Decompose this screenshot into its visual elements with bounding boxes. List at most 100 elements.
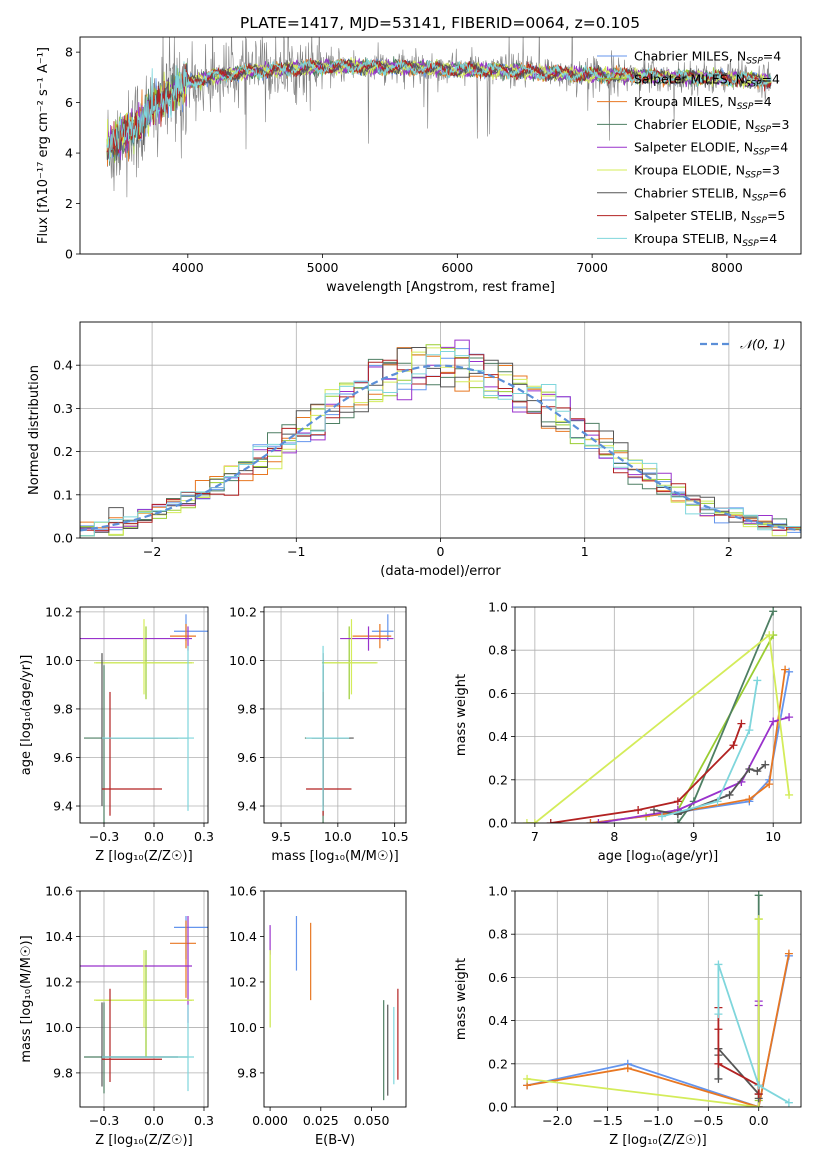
weight_vs_Z-plot-area [523,891,793,1107]
weight_vs_Z-point-marker [784,1098,793,1107]
age_vs_mass-plot-area [304,614,394,823]
age_vs_Z-frame [79,606,209,824]
age_vs_Z-plot-area [80,614,208,823]
weight_vs_age-series-line [526,633,790,823]
residuals-xtick-label: −2 [143,544,161,559]
age_vs_Z-ytick-label: 10.2 [45,604,73,619]
mass_vs_Z-xtick-label: 0.3 [194,1113,214,1128]
residuals-xtick-label: 2 [725,544,733,559]
spectrum-ytick-label: 8 [65,45,73,60]
weight_vs_age-series-line [550,723,743,823]
spectrum-ytick-label: 6 [65,95,73,110]
weight_vs_age-point-marker [753,676,762,685]
residuals-histogram [80,351,801,538]
mass_vs_Z-ytick-label: 10.4 [45,929,73,944]
weight_vs_Z-series-line [526,953,790,1107]
age_vs_Z-xtick-label: 0.0 [144,829,164,844]
weight_vs_age-xtick-label: 8 [610,829,618,844]
weight_vs_age-point-marker [781,665,790,674]
weight_vs_Z-point-marker [754,1103,763,1107]
figure-title: PLATE=1417, MJD=53141, FIBERID=0064, z=0… [240,14,640,32]
weight_vs_age-point-marker [729,741,738,750]
weight_vs_Z-panel: −2.0 −1.5 −1.0 −0.5 0.0 0.0 0.2 0.4 0.6 0.8 1.0 Z [… [454,884,802,1148]
weight_vs_age-ytick-label: 0.6 [488,686,508,701]
weight_vs_Z-point-marker [714,1025,723,1034]
weight_vs_Z-xtick-label: −0.5 [693,1113,723,1128]
mass_vs_Z-ytick-label: 10.2 [45,974,73,989]
weight_vs_Z-ytick-label: 0.0 [488,1100,508,1115]
mass_vs_Z-plot-area [80,916,208,1094]
weight_vs_age-point-marker [765,780,774,789]
weight_vs_Z-point-marker [784,949,793,958]
mass_vs_Z-ytick-label: 10.6 [45,884,73,899]
weight_vs_age-point-marker [745,726,754,735]
age_vs_mass-ytick-label: 9.8 [237,701,257,716]
residuals-plot-area [80,339,801,538]
age_vs_Z-ytick-label: 9.4 [53,799,73,814]
spectrum-model-line [106,57,772,158]
residuals-xtick-label: −1 [287,544,305,559]
mass_vs_ebv-ytick-label: 10.2 [229,974,257,989]
weight_vs_age-panel: 7 8 9 10 0.0 0.2 0.4 0.6 0.8 1.0 age [log₁₀(age/yr… [454,600,802,864]
weight_vs_age-point-marker [745,795,754,804]
age_vs_mass-frame [263,606,407,824]
weight_vs_Z-xtick-label: −1.0 [643,1113,673,1128]
weight_vs_Z-xtick-label: 0.0 [749,1113,769,1128]
age_vs_Z-xlabel: Z [log₁₀(Z/Z☉)] [95,849,192,864]
spectrum-ytick-label: 2 [65,196,73,211]
mass_vs_ebv-frame [263,890,407,1108]
residuals-panel: −2 −1 0 1 2 0.0 0.1 0.2 0.3 0.4 (data-model)/error… [27,321,802,579]
weight_vs_age-ytick-label: 0.0 [488,816,508,831]
weight_vs_Z-point-marker [754,915,763,924]
mass_vs_ebv-plot-area [269,916,399,1101]
weight_vs_age-xtick-label: 9 [690,829,698,844]
spectrum-xtick-label: 5000 [307,260,339,275]
weight_vs_age-point-marker [737,719,746,728]
weight_vs_Z-point-marker [754,891,763,900]
age_vs_mass-ytick-label: 9.4 [237,799,257,814]
weight_vs_age-ytick-label: 1.0 [488,600,508,615]
spectrum-frame [79,36,802,255]
weight_vs_Z-series-line [526,919,760,1107]
weight_vs_Z-ytick-label: 0.2 [488,1056,508,1071]
weight_vs_age-point-marker [745,765,754,773]
spectrum-legend-label: Kroupa ELODIE, NSSP=3 [634,163,780,181]
residuals-frame [79,321,802,539]
weight_vs_age-ytick-label: 0.8 [488,643,508,658]
age_vs_mass-panel: 9.5 10.0 10.5 9.4 9.6 9.8 10.0 10.2 mass [log₁₀(… [229,604,408,864]
weight_vs_age-point-marker [761,760,770,769]
age_vs_Z-ylabel: age [log₁₀(age/yr)] [19,655,34,776]
weight_vs_Z-point-marker [623,1064,632,1073]
weight_vs_age-point-marker [522,819,531,823]
weight_vs_age-point-marker [725,790,734,799]
mass_vs_ebv-ytick-label: 10.6 [229,884,257,899]
age_vs_mass-xlabel: mass [log₁₀(M/M☉)] [271,849,398,864]
weight_vs_age-point-marker [785,790,794,799]
weight_vs_age-point-marker [765,631,774,640]
weight_vs_age-point-marker [673,819,682,823]
weight_vs_age-ytick-label: 0.4 [488,729,508,744]
weight_vs_Z-point-marker [714,1074,723,1083]
weight_vs_age-point-marker [713,797,722,806]
mass_vs_ebv-xtick-label: 0.025 [303,1113,339,1128]
weight_vs_age-plot-area [522,607,794,823]
mass_vs_Z-xlabel: Z [log₁₀(Z/Z☉)] [95,1133,192,1148]
mass_vs_Z-panel: −0.3 0.0 0.3 9.8 10.0 10.2 10.4 10.6 Z [log₁₀(Z/… [19,884,214,1149]
weight_vs_age-xtick-label: 7 [531,829,539,844]
age_vs_mass-ytick-label: 10.2 [229,604,257,619]
residuals-ytick-label: 0.0 [53,531,73,546]
spectrum-xtick-label: 8000 [711,260,743,275]
weight_vs_age-point-marker [657,812,666,821]
age_vs_mass-xtick-label: 9.5 [271,829,291,844]
spectrum-ylabel: Flux [fλ10⁻¹⁷ erg cm⁻² s⁻¹ A⁻¹] [36,47,51,244]
mass_vs_Z-frame [79,890,209,1108]
age_vs_Z-panel: −0.3 0.0 0.3 9.4 9.6 9.8 10.0 10.2 Z [log₁₀(Z/Z☉… [19,604,214,864]
weight_vs_Z-point-marker [754,1081,763,1090]
age_vs_Z-xtick-label: −0.3 [89,829,119,844]
weight_vs_age-xlabel: age [log₁₀(age/yr)] [598,849,719,864]
age_vs_mass-ytick-label: 10.0 [229,653,257,668]
spectrum-panel: 4000 5000 6000 7000 8000 0 2 4 6 8 wavelength [Ang… [36,36,802,295]
weight_vs_Z-ylabel: mass weight [454,958,469,1040]
spectrum-data-line [106,37,772,198]
mass_vs_ebv-panel: 0.000 0.025 0.050 9.8 10.0 10.2 10.4 10.6 E(B-V) [229,884,407,1148]
